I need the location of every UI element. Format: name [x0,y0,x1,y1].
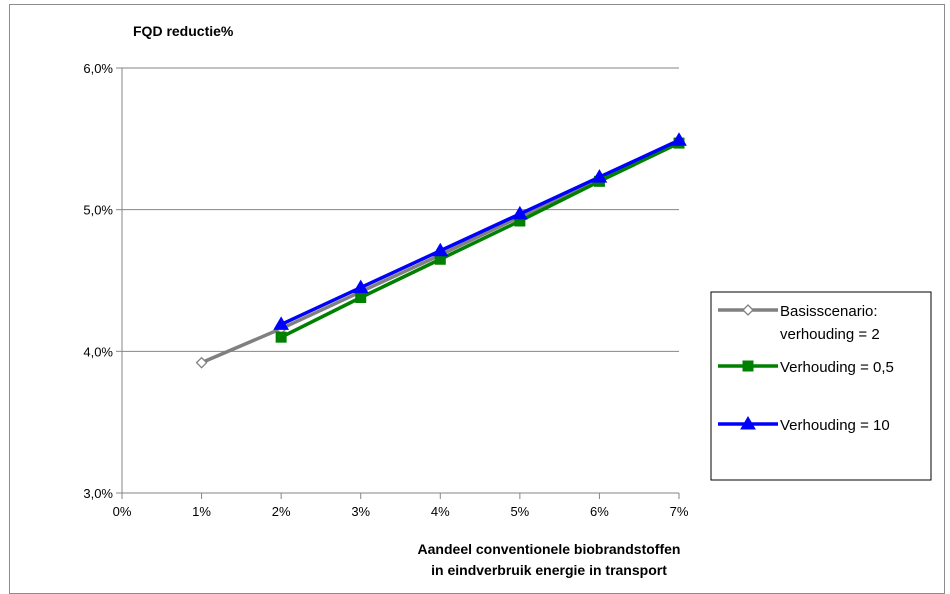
x-axis-title: Aandeel conventionele biobrandstoffen [418,541,681,557]
x-tick-label: 5% [510,504,529,519]
data-point-series-2 [432,242,449,257]
x-tick-label: 1% [192,504,211,519]
data-point-series-2 [273,316,290,330]
x-tick-label: 3% [351,504,370,519]
chart-title: FQD reductie% [133,23,234,39]
y-tick-label: 3,0% [83,486,113,501]
y-tick-label: 5,0% [83,203,113,218]
legend-marker-2 [740,416,756,430]
x-axis-title: in eindverbruik energie in transport [431,562,667,578]
legend-marker-1 [742,360,754,372]
legend-label: verhouding = 2 [780,326,880,343]
x-tick-label: 0% [113,504,132,519]
series-line-2 [280,138,680,327]
series-line-1 [280,141,680,339]
data-point-series-0 [195,356,208,369]
data-point-series-2 [671,132,687,146]
x-tick-label: 4% [431,504,450,519]
legend-marker-0 [742,304,754,316]
legend-label: Verhouding = 10 [780,417,890,434]
data-point-series-2 [591,169,608,183]
data-point-series-1 [275,331,287,343]
data-point-series-2 [352,279,369,294]
x-tick-label: 6% [590,504,609,519]
y-tick-label: 4,0% [83,344,113,359]
data-point-series-1 [355,292,367,303]
data-point-series-2 [511,205,528,220]
legend-label: Basisscenario: [780,303,878,320]
y-tick-label: 6,0% [83,61,113,76]
legend-label: Verhouding = 0,5 [780,359,894,376]
x-tick-label: 2% [272,504,291,519]
legend-box [710,291,932,481]
x-tick-label: 7% [670,504,689,519]
